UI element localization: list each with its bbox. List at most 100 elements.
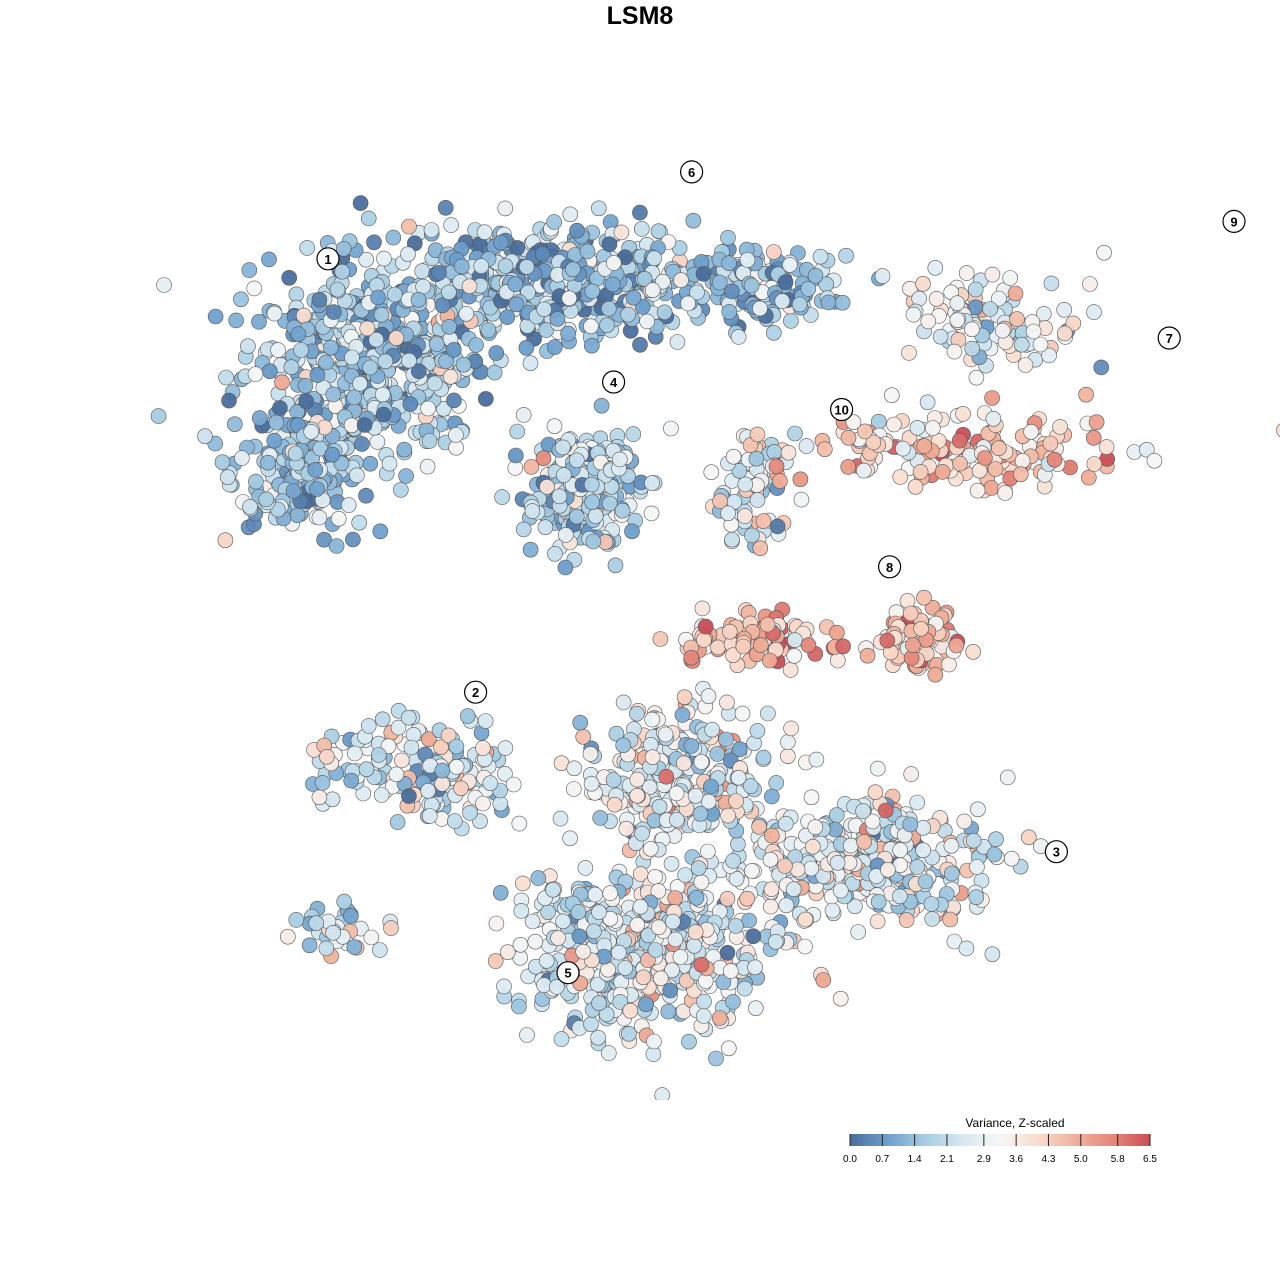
scatter-point	[751, 818, 767, 835]
scatter-point	[958, 265, 975, 281]
scatter-point	[318, 354, 334, 371]
scatter-point	[955, 406, 971, 422]
scatter-point	[703, 464, 720, 481]
scatter-point	[497, 200, 514, 217]
scatter-point	[1032, 336, 1049, 353]
scatter-point	[829, 624, 845, 641]
legend-title: Variance, Z-scaled	[965, 1116, 1065, 1130]
scatter-point	[311, 509, 328, 526]
scatter-point	[946, 343, 963, 360]
scatter-point	[970, 801, 986, 818]
cluster-label-1: 1	[316, 247, 340, 271]
scatter-point	[419, 458, 436, 475]
scatter-point	[554, 439, 571, 456]
scatter-point	[318, 940, 335, 957]
scatter-point	[509, 240, 526, 256]
scatter-point	[624, 523, 640, 540]
scatter-point	[782, 257, 798, 273]
scatter-point	[720, 505, 736, 522]
scatter-point	[514, 875, 531, 892]
scatter-point	[392, 482, 409, 498]
scatter-point	[560, 325, 576, 342]
scatter-point	[356, 417, 373, 433]
scatter-point	[214, 454, 231, 471]
scatter-point	[297, 377, 314, 394]
scatter-point	[1042, 435, 1059, 452]
scatter-point	[1002, 270, 1019, 286]
scatter-point	[590, 200, 607, 217]
scatter-point	[591, 995, 607, 1012]
scatter-point	[762, 851, 779, 868]
scatter-point	[614, 502, 631, 519]
scatter-point	[248, 473, 264, 490]
scatter-point	[690, 860, 707, 877]
scatter-point	[415, 278, 431, 295]
scatter-point	[660, 1003, 677, 1020]
scatter-point	[298, 393, 315, 410]
scatter-point	[370, 289, 386, 306]
scatter-point	[1052, 419, 1068, 435]
scatter-point	[473, 258, 490, 274]
scatter-point	[916, 589, 932, 606]
scatter-point	[242, 499, 258, 515]
scatter-point	[509, 423, 526, 440]
scatter-point	[346, 939, 363, 955]
scatter-point	[303, 423, 320, 440]
scatter-point	[505, 776, 522, 793]
scatter-point	[591, 904, 607, 921]
scatter-point	[538, 952, 555, 969]
scatter-point	[681, 1033, 697, 1050]
scatter-point	[535, 450, 552, 467]
color-legend: Variance, Z-scaled 0.0 0.7 1.4 2.1 2.9 3.6 4.3…	[820, 1112, 1180, 1172]
scatter-point	[711, 1010, 728, 1026]
scatter-point	[774, 293, 791, 309]
scatter-point	[351, 514, 368, 531]
scatter-point	[557, 527, 574, 543]
scatter-point	[642, 840, 659, 857]
scatter-point	[228, 312, 244, 329]
scatter-point	[718, 731, 734, 748]
scatter-point	[807, 819, 824, 835]
svg-text:1: 1	[324, 252, 331, 267]
scatter-point	[295, 307, 312, 324]
scatter-point	[737, 476, 754, 493]
scatter-point	[515, 521, 532, 538]
scatter-point	[807, 267, 824, 284]
scatter-point	[924, 599, 941, 616]
scatter-point	[279, 928, 296, 945]
svg-text:4: 4	[610, 375, 618, 390]
scatter-point	[832, 990, 849, 1007]
scatter-point	[633, 221, 650, 237]
scatter-point	[769, 518, 786, 535]
scatter-point	[448, 427, 464, 443]
svg-text:7: 7	[1166, 331, 1173, 346]
chart-title: LSM8	[606, 2, 674, 30]
scatter-point	[241, 262, 258, 278]
scatter-point	[834, 294, 851, 311]
scatter-point	[665, 913, 681, 930]
scatter-point	[804, 838, 821, 855]
scatter-point	[644, 749, 661, 766]
scatter-point	[218, 369, 234, 386]
scatter-point	[354, 436, 370, 452]
scatter-point	[461, 278, 478, 295]
scatter-point	[435, 400, 452, 417]
scatter-point	[325, 924, 341, 941]
scatter-point	[724, 531, 740, 548]
scatter-point	[374, 386, 391, 403]
scatter-point	[984, 266, 1001, 283]
scatter-point	[606, 796, 623, 813]
scatter-point	[932, 328, 949, 345]
scatter-point	[551, 488, 568, 505]
scatter-point	[755, 749, 772, 766]
scatter-point	[328, 538, 345, 554]
scatter-point	[700, 688, 717, 705]
scatter-point	[441, 284, 457, 301]
scatter-point	[793, 491, 810, 508]
colorbar-tick-label: 5.8	[1111, 1154, 1125, 1165]
scatter-point	[537, 519, 554, 536]
scatter-point	[644, 282, 661, 298]
scatter-point	[673, 272, 689, 289]
scatter-point	[727, 918, 744, 934]
scatter-point	[668, 785, 685, 802]
